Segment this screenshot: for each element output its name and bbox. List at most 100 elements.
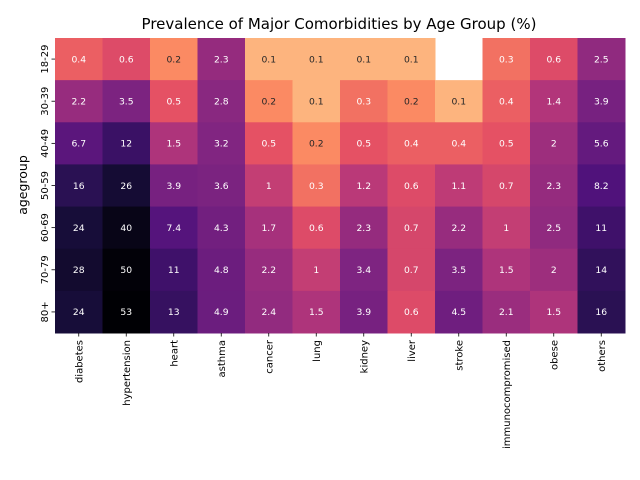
heatmap-cell-18-29-diabetes (55, 38, 103, 81)
heatmap-cell-40-49-immunocompromised (482, 122, 531, 165)
cell-value-70-79-kidney: 3.4 (356, 265, 371, 276)
heatmap-cell-70-79-hypertension (102, 248, 151, 292)
heatmap-cell-70-79-cancer (245, 248, 293, 292)
heatmap-cell-40-49-lung (292, 122, 341, 165)
cell-value-50-59-heart: 3.9 (166, 181, 181, 192)
cell-value-80-obese: 1.5 (546, 307, 561, 318)
cell-value-30-39-immunocompromised: 0.4 (499, 97, 514, 108)
heatmap-cell-40-49-cancer (245, 122, 293, 165)
cell-value-70-79-lung: 1 (313, 265, 319, 276)
heatmap-cell-30-39-diabetes (55, 80, 103, 123)
cell-value-18-29-asthma: 2.3 (214, 54, 229, 65)
axis-ticks: diabetes hypertension heart asthma cancer lun… (40, 45, 608, 449)
cell-value-50-59-others: 8.2 (594, 181, 609, 192)
heatmap-cell-50-59-kidney (340, 164, 388, 208)
heatmap-cell-60-69-kidney (340, 206, 388, 250)
cell-value-40-49-kidney: 0.5 (356, 139, 371, 150)
cell-value-60-69-diabetes: 24 (73, 223, 85, 234)
heatmap-cell-30-39-asthma (197, 80, 246, 123)
cell-value-18-29-heart: 0.2 (166, 54, 181, 65)
cell-value-80-asthma: 4.9 (214, 307, 229, 318)
heatmap-cell-18-29-immunocompromised (482, 38, 531, 81)
heatmap-cell-60-69-cancer (245, 206, 293, 250)
heatmap-cell-80-heart (150, 290, 198, 334)
cell-value-18-29-kidney: 0.1 (356, 54, 371, 65)
x-tick-label-hypertension: hypertension (122, 340, 133, 406)
cell-value-40-49-others: 5.6 (594, 139, 609, 150)
y-axis-label: agegroup (15, 155, 30, 215)
heatmap-cell-30-39-heart (150, 80, 198, 123)
heatmap-cell-80-asthma (197, 290, 246, 334)
cell-value-60-69-immunocompromised: 1 (503, 223, 509, 234)
heatmap-cell-80-others (577, 290, 626, 334)
heatmap-cell-80-kidney (340, 290, 388, 334)
cell-value-40-49-cancer: 0.5 (261, 139, 276, 150)
heatmap-cell-30-39-lung (292, 80, 341, 123)
heatmap-cell-18-29-asthma (197, 38, 246, 81)
cell-value-30-39-kidney: 0.3 (356, 97, 371, 108)
cell-value-60-69-heart: 7.4 (166, 223, 181, 234)
heatmap-cell-30-39-immunocompromised (482, 80, 531, 123)
cell-value-80-liver: 0.6 (404, 307, 419, 318)
heatmap-cell-50-59-immunocompromised (482, 164, 531, 208)
cell-value-70-79-asthma: 4.8 (214, 265, 229, 276)
cell-value-60-69-cancer: 1.7 (261, 223, 276, 234)
cell-value-40-49-immunocompromised: 0.5 (499, 139, 514, 150)
y-tick-label-50-59: 50-59 (40, 171, 51, 200)
cell-value-60-69-others: 11 (595, 223, 607, 234)
cell-value-70-79-stroke: 3.5 (451, 265, 466, 276)
heatmap-cell-50-59-stroke (435, 164, 483, 208)
cell-value-18-29-cancer: 0.1 (261, 54, 276, 65)
heatmap-cell-70-79-heart (150, 248, 198, 292)
heatmap-cell-80-diabetes (55, 290, 103, 334)
cell-value-60-69-obese: 2.5 (546, 223, 561, 234)
heatmap-cell-30-39-hypertension (102, 80, 151, 123)
heatmap-cell-70-79-liver (387, 248, 436, 292)
y-tick-label-18-29: 18-29 (40, 45, 51, 74)
cell-value-60-69-lung: 0.6 (309, 223, 324, 234)
heatmap-cell-70-79-kidney (340, 248, 388, 292)
cell-value-50-59-diabetes: 16 (73, 181, 85, 192)
heatmap-cell-50-59-cancer (245, 164, 293, 208)
cell-value-50-59-liver: 0.6 (404, 181, 419, 192)
heatmap-cell-60-69-lung (292, 206, 341, 250)
cell-value-80-others: 16 (595, 307, 607, 318)
cell-value-30-39-lung: 0.1 (309, 97, 324, 108)
heatmap-cell-18-29-liver (387, 38, 436, 81)
cell-value-30-39-diabetes: 2.2 (71, 97, 86, 108)
heatmap-cell-30-39-obese (530, 80, 578, 123)
cell-value-50-59-lung: 0.3 (309, 181, 324, 192)
heatmap-cell-40-49-diabetes (55, 122, 103, 165)
x-tick-label-diabetes: diabetes (74, 340, 85, 383)
heatmap-cell-60-69-immunocompromised (482, 206, 531, 250)
cell-value-50-59-immunocompromised: 0.7 (499, 181, 514, 192)
cell-value-40-49-obese: 2 (551, 139, 557, 150)
heatmap-cell-18-29-heart (150, 38, 198, 81)
heatmap-cell-18-29-kidney (340, 38, 388, 81)
cell-value-80-diabetes: 24 (73, 307, 85, 318)
cell-value-40-49-diabetes: 6.7 (71, 139, 86, 150)
cell-value-30-39-cancer: 0.2 (261, 97, 276, 108)
cell-value-70-79-immunocompromised: 1.5 (499, 265, 514, 276)
cell-value-80-lung: 1.5 (309, 307, 324, 318)
cell-value-70-79-hypertension: 50 (120, 265, 132, 276)
cell-value-18-29-diabetes: 0.4 (71, 54, 86, 65)
x-tick-label-stroke: stroke (454, 340, 465, 371)
x-tick-label-heart: heart (169, 340, 180, 367)
cell-value-30-39-hypertension: 3.5 (119, 97, 134, 108)
heatmap-cell-60-69-liver (387, 206, 436, 250)
x-tick-label-immunocompromised: immunocompromised (502, 340, 513, 449)
cell-value-80-immunocompromised: 2.1 (499, 307, 514, 318)
heatmap-cell-40-49-hypertension (102, 122, 151, 165)
x-tick-label-lung: lung (312, 340, 323, 362)
cell-value-18-29-lung: 0.1 (309, 54, 324, 65)
cell-value-70-79-obese: 2 (551, 265, 557, 276)
heatmap-cell-60-69-heart (150, 206, 198, 250)
y-tick-label-70-79: 70-79 (40, 255, 51, 284)
heatmap-cell-60-69-obese (530, 206, 578, 250)
heatmap-cell-40-49-stroke (435, 122, 483, 165)
heatmap-cell-80-obese (530, 290, 578, 334)
heatmap-cell-50-59-hypertension (102, 164, 151, 208)
cell-value-18-29-others: 2.5 (594, 54, 609, 65)
y-tick-label-30-39: 30-39 (40, 87, 51, 116)
